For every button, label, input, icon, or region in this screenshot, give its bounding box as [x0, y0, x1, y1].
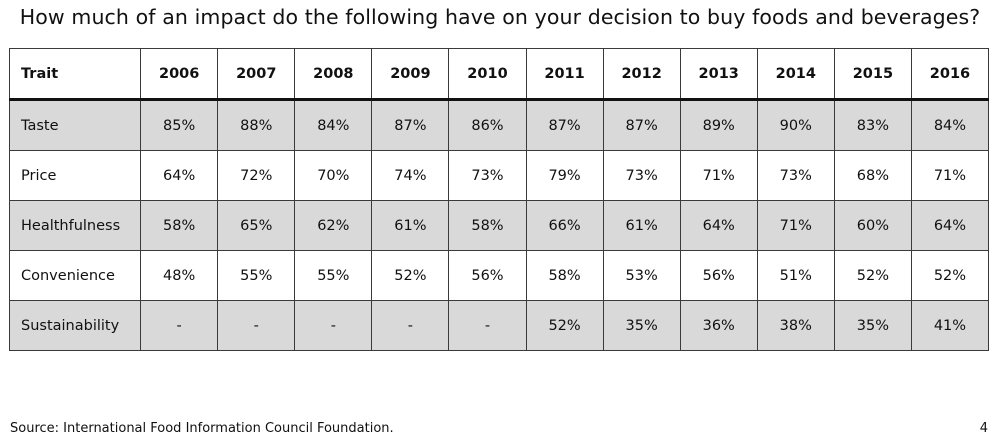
- table-cell: 38%: [756, 300, 835, 351]
- table-cell: 36%: [679, 300, 758, 351]
- table-cell: -: [217, 300, 296, 351]
- table-cell: 70%: [294, 150, 373, 201]
- trait-label: Price: [8, 150, 142, 201]
- slide-title: How much of an impact do the following h…: [19, 5, 981, 29]
- trait-label: Healthfulness: [8, 200, 142, 251]
- table-cell: 88%: [217, 99, 296, 151]
- table-cell: 73%: [448, 150, 527, 201]
- table-cell: 72%: [217, 150, 296, 201]
- year-column-header: 2016: [910, 48, 990, 101]
- table-header-row: Trait 2006 2007 2008 2009 2010 2011 2012…: [8, 48, 990, 101]
- year-column-header: 2006: [140, 48, 219, 101]
- table-cell: 73%: [756, 150, 835, 201]
- table-cell: -: [294, 300, 373, 351]
- table-cell: -: [371, 300, 450, 351]
- year-column-header: 2009: [371, 48, 450, 101]
- table-row: Sustainability - - - - - 52% 35% 36% 38%…: [8, 300, 990, 351]
- table-cell: 84%: [294, 99, 373, 151]
- table-cell: 41%: [910, 300, 990, 351]
- table-cell: 64%: [679, 200, 758, 251]
- table-cell: 51%: [756, 250, 835, 301]
- table-cell: 58%: [140, 200, 219, 251]
- table-cell: 71%: [910, 150, 990, 201]
- table-cell: 86%: [448, 99, 527, 151]
- source-note: Source: International Food Information C…: [10, 421, 394, 436]
- table-cell: -: [140, 300, 219, 351]
- table-cell: 79%: [525, 150, 604, 201]
- year-column-header: 2012: [602, 48, 681, 101]
- year-column-header: 2015: [833, 48, 912, 101]
- year-column-header: 2011: [525, 48, 604, 101]
- table-cell: 60%: [833, 200, 912, 251]
- table-row: Taste 85% 88% 84% 87% 86% 87% 87% 89% 90…: [8, 99, 990, 151]
- table-cell: 73%: [602, 150, 681, 201]
- table-cell: 66%: [525, 200, 604, 251]
- trait-label: Sustainability: [8, 300, 142, 351]
- table-cell: 35%: [602, 300, 681, 351]
- table-cell: 85%: [140, 99, 219, 151]
- year-column-header: 2014: [756, 48, 835, 101]
- trait-label: Taste: [8, 99, 142, 151]
- table-cell: 35%: [833, 300, 912, 351]
- trait-label: Convenience: [8, 250, 142, 301]
- table-cell: 71%: [679, 150, 758, 201]
- year-column-header: 2008: [294, 48, 373, 101]
- table-cell: 56%: [448, 250, 527, 301]
- table-cell: 48%: [140, 250, 219, 301]
- page-number: 4: [979, 421, 988, 436]
- year-column-header: 2010: [448, 48, 527, 101]
- table-cell: 87%: [525, 99, 604, 151]
- table-cell: 58%: [525, 250, 604, 301]
- table-cell: 55%: [294, 250, 373, 301]
- table-cell: 90%: [756, 99, 835, 151]
- table-cell: 53%: [602, 250, 681, 301]
- table-cell: 64%: [140, 150, 219, 201]
- table-cell: 62%: [294, 200, 373, 251]
- trait-column-header: Trait: [8, 48, 142, 101]
- table-row: Price 64% 72% 70% 74% 73% 79% 73% 71% 73…: [8, 150, 990, 201]
- table-cell: 89%: [679, 99, 758, 151]
- table-cell: 87%: [602, 99, 681, 151]
- table-cell: 56%: [679, 250, 758, 301]
- table-cell: 65%: [217, 200, 296, 251]
- table-cell: 58%: [448, 200, 527, 251]
- table-cell: 64%: [910, 200, 990, 251]
- table-cell: 84%: [910, 99, 990, 151]
- table-cell: 52%: [371, 250, 450, 301]
- year-column-header: 2013: [679, 48, 758, 101]
- table-row: Convenience 48% 55% 55% 52% 56% 58% 53% …: [8, 250, 990, 301]
- table-cell: 55%: [217, 250, 296, 301]
- table-cell: 87%: [371, 99, 450, 151]
- table-cell: 83%: [833, 99, 912, 151]
- table-row: Healthfulness 58% 65% 62% 61% 58% 66% 61…: [8, 200, 990, 251]
- table-cell: -: [448, 300, 527, 351]
- table-cell: 61%: [371, 200, 450, 251]
- table-cell: 52%: [833, 250, 912, 301]
- table-cell: 71%: [756, 200, 835, 251]
- table-cell: 52%: [910, 250, 990, 301]
- year-column-header: 2007: [217, 48, 296, 101]
- table-cell: 61%: [602, 200, 681, 251]
- trait-impact-table: Trait 2006 2007 2008 2009 2010 2011 2012…: [8, 48, 990, 351]
- table-cell: 74%: [371, 150, 450, 201]
- table-cell: 52%: [525, 300, 604, 351]
- table-cell: 68%: [833, 150, 912, 201]
